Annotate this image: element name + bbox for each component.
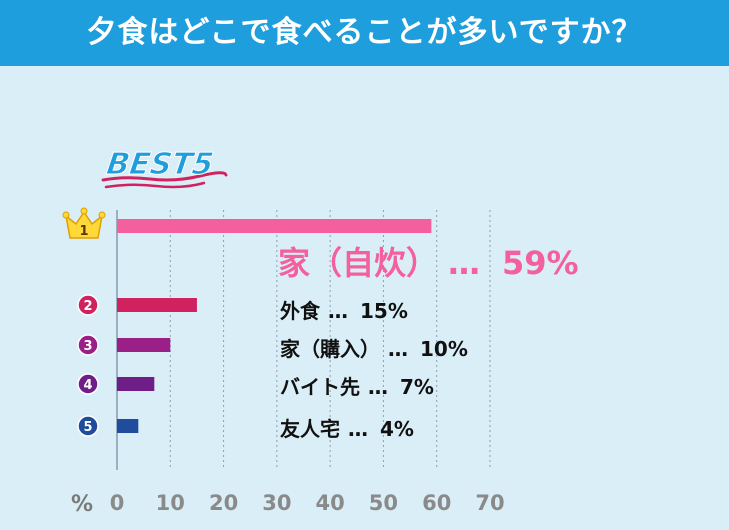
rank-number: 1 <box>79 224 88 239</box>
separator: … <box>388 337 408 361</box>
rank-circle <box>77 294 99 316</box>
category-label: 家（自炊） <box>278 244 438 282</box>
badge-underline <box>101 171 228 182</box>
bar-label-1: 家（自炊） … 59% <box>278 244 579 282</box>
bar-4 <box>117 377 155 391</box>
badge-underline <box>104 181 206 189</box>
badge-text: BEST5 <box>104 147 215 182</box>
crown-jewel <box>98 211 106 219</box>
rank-number: 4 <box>83 378 92 393</box>
category-label: 家（購入） <box>280 337 380 361</box>
separator: … <box>448 244 480 282</box>
x-tick-label: 50 <box>369 491 398 515</box>
crown-jewel <box>62 211 70 219</box>
x-tick-label: 10 <box>156 491 185 515</box>
rank-circle <box>77 334 99 356</box>
bar-2 <box>117 298 197 312</box>
x-tick-label: 70 <box>475 491 504 515</box>
value-label: 59% <box>502 244 579 282</box>
separator: … <box>368 375 388 399</box>
best5-badge: BEST5 <box>101 147 228 189</box>
crown-jewel <box>80 207 88 215</box>
rank-number: 3 <box>83 339 92 354</box>
rank-markers: 1 2 3 4 5 <box>62 207 106 437</box>
separator: … <box>328 299 348 323</box>
x-axis: 0 10 20 30 40 50 60 70% <box>71 491 505 517</box>
rank-number: 2 <box>83 299 92 314</box>
bar-3 <box>117 338 171 352</box>
bar-label-4: バイト先 … 7% <box>280 375 434 399</box>
bar-label-5: 友人宅 … 4% <box>280 417 414 441</box>
category-label: バイト先 <box>280 375 360 399</box>
rank-crown-icon: 1 <box>62 207 106 239</box>
rank-number: 5 <box>83 420 92 435</box>
x-tick-label: 20 <box>209 491 238 515</box>
x-tick-label: 40 <box>316 491 345 515</box>
category-label: 外食 <box>280 299 321 323</box>
x-axis-label: % <box>71 492 93 517</box>
value-label: 4% <box>380 417 414 441</box>
bar-label-2: 外食 … 15% <box>280 299 408 323</box>
separator: … <box>348 417 368 441</box>
category-label: 友人宅 <box>280 417 340 441</box>
bar-labels: 家（自炊） … 59% 外食 … 15% 家（購入） … 10% バイト先 … 7% 友人宅 … 4% <box>278 244 579 441</box>
bar-1 <box>117 219 432 233</box>
bars <box>117 219 432 433</box>
rank-circle <box>77 373 99 395</box>
x-tick-label: 30 <box>262 491 291 515</box>
value-label: 10% <box>420 337 468 361</box>
title-banner: 夕食はどこで食べることが多いですか？ <box>0 0 729 66</box>
value-label: 15% <box>360 299 408 323</box>
rank-circle <box>77 415 99 437</box>
x-tick-label: 0 <box>110 491 125 515</box>
x-tick-label: 60 <box>422 491 451 515</box>
bar-5 <box>117 419 139 433</box>
page-title: 夕食はどこで食べることが多いですか？ <box>86 15 643 50</box>
value-label: 7% <box>400 375 434 399</box>
bar-label-3: 家（購入） … 10% <box>280 337 468 361</box>
